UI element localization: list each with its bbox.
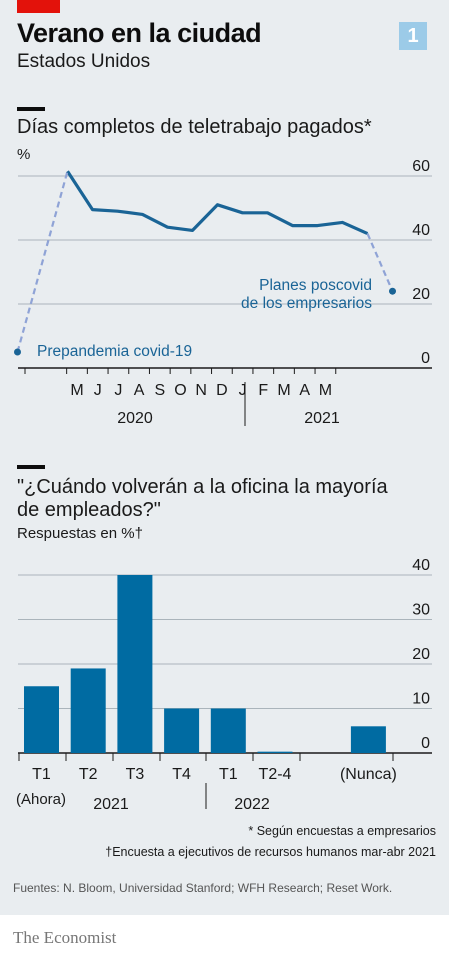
brand-red-tag — [17, 0, 60, 13]
annotation-prepandemic: Prepandemia covid-19 — [37, 343, 192, 360]
x-tick-label: F — [258, 382, 268, 399]
x-tick-label: T2-4 — [259, 766, 292, 783]
y-tick-label: 0 — [421, 735, 430, 752]
x-tick-label: M — [70, 382, 83, 399]
chart2-unit: Respuestas en %† — [17, 525, 143, 542]
bar — [164, 708, 200, 753]
bar — [257, 751, 293, 753]
chart2-title: "¿Cuándo volverán a la oficina la mayorí… — [17, 476, 388, 522]
x-tick-label: T2 — [79, 766, 98, 783]
section-rule-1 — [17, 107, 45, 111]
y-tick-label: 20 — [412, 286, 430, 303]
bar — [70, 668, 106, 753]
x-tick-label: A — [134, 382, 145, 399]
x-tick-label: O — [174, 382, 186, 399]
x-tick-label: T3 — [126, 766, 145, 783]
chart-card — [0, 0, 449, 915]
x-tick-label: J — [94, 382, 102, 399]
y-tick-label: 60 — [412, 160, 430, 175]
y-tick-label: 40 — [412, 222, 430, 239]
footnote-employers: * Según encuestas a empresarios — [248, 824, 436, 838]
x-tick-label: (Nunca) — [340, 766, 397, 783]
dashed-series-line — [16, 170, 69, 353]
x-sublabel: (Ahora) — [16, 791, 66, 808]
x-tick-label: T1 — [219, 766, 238, 783]
chart2-title-line2: de empleados?" — [17, 499, 161, 521]
page-subtitle: Estados Unidos — [17, 51, 151, 72]
x-year-label: 2020 — [117, 410, 153, 427]
series-line — [66, 170, 369, 236]
data-point — [14, 348, 21, 356]
chart1-title: Días completos de teletrabajo pagados* — [17, 116, 372, 138]
x-tick-label: N — [195, 382, 207, 399]
bar-chart: 0 10 20 30 40 T1 T2 T3 T4 T1 T2-4 (Nunca) (Ahora) 202… — [16, 557, 432, 813]
x-year-label: 2021 — [93, 796, 129, 813]
dashed-series-line — [366, 233, 394, 292]
x-tick-label: S — [154, 382, 165, 399]
chart-number-badge: 1 — [399, 22, 427, 50]
x-tick-label: T1 — [32, 766, 51, 783]
x-year-label: 2022 — [234, 796, 270, 813]
chart1-unit: % — [17, 146, 31, 163]
y-tick-label: 0 — [421, 350, 430, 367]
bar — [24, 686, 59, 753]
page-title: Verano en la ciudad — [17, 18, 262, 48]
bar — [210, 708, 246, 753]
x-tick-label: J — [239, 382, 247, 399]
footnote-hr-survey: †Encuesta a ejecutivos de recursos human… — [105, 845, 436, 859]
x-tick-label: M — [277, 382, 290, 399]
x-tick-label: D — [216, 382, 228, 399]
source-note: Fuentes: N. Bloom, Universidad Stanford;… — [13, 881, 393, 895]
y-tick-label: 30 — [412, 602, 430, 619]
y-tick-label: 10 — [412, 691, 430, 708]
x-year-label: 2021 — [304, 410, 340, 427]
y-tick-label: 40 — [412, 557, 430, 574]
x-tick-label: A — [299, 382, 310, 399]
x-tick-label: M — [319, 382, 332, 399]
publisher-logo: The Economist — [13, 928, 117, 947]
x-tick-label: J — [114, 382, 122, 399]
annotation-plans: de los empresarios — [241, 295, 372, 312]
annotation-plans: Planes poscovid — [259, 277, 372, 294]
section-rule-2 — [17, 465, 45, 469]
bar — [350, 726, 386, 753]
data-point — [389, 287, 396, 295]
bar — [117, 575, 153, 753]
x-tick-label: T4 — [172, 766, 191, 783]
y-tick-label: 20 — [412, 646, 430, 663]
chart2-title-line1: "¿Cuándo volverán a la oficina la mayorí… — [17, 476, 388, 498]
